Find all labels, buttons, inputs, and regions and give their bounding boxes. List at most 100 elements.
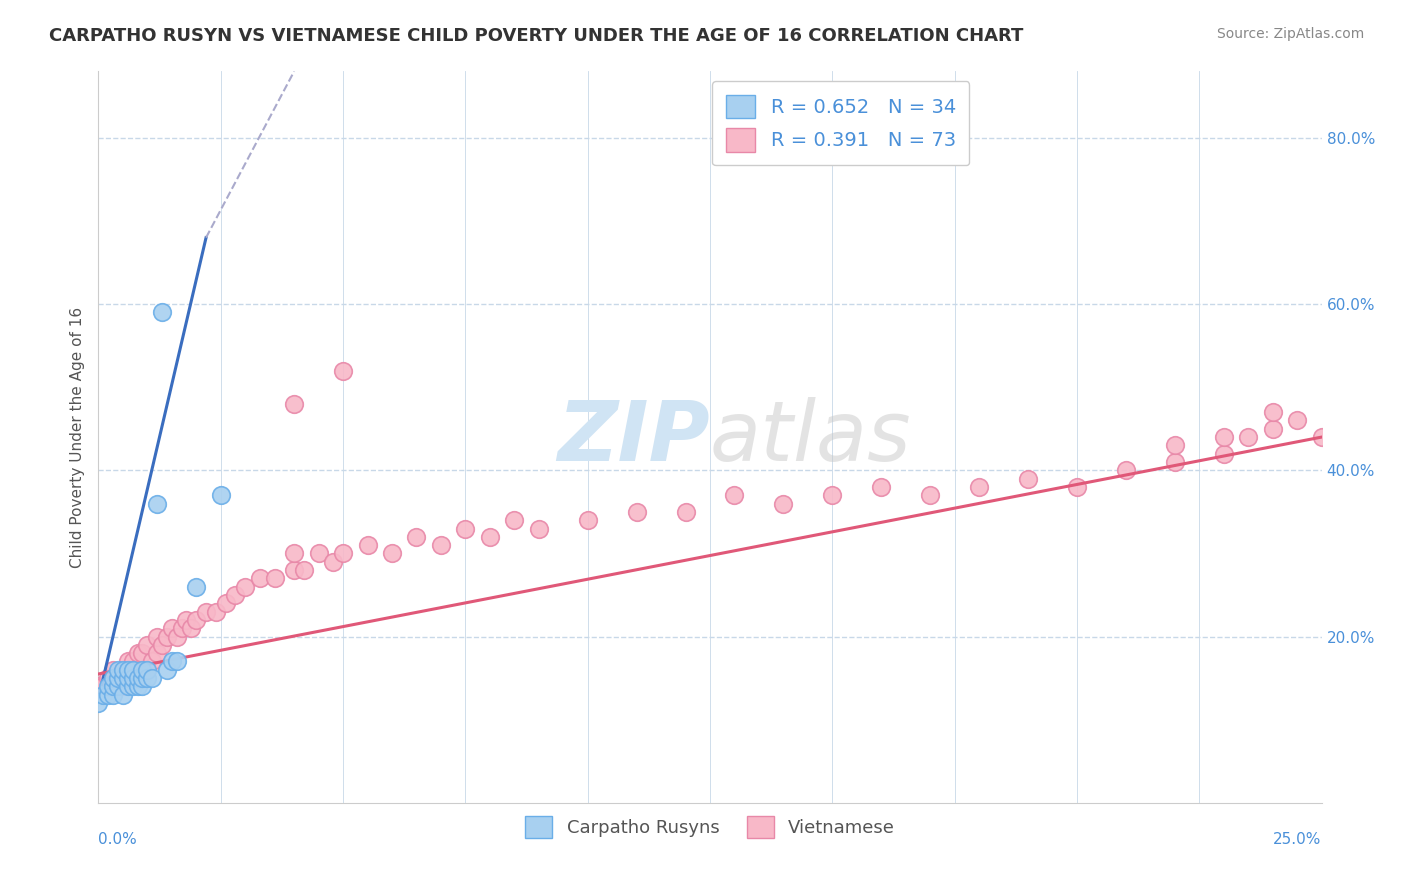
Point: [186, 580, 208, 594]
Point: [127, 671, 149, 685]
Point: [127, 646, 149, 660]
Point: [967, 480, 990, 494]
Point: [224, 588, 246, 602]
Point: [131, 680, 153, 694]
Point: [101, 680, 124, 694]
Point: [121, 680, 143, 694]
Point: [127, 680, 149, 694]
Point: [166, 655, 188, 669]
Point: [101, 671, 124, 685]
Point: [121, 671, 143, 685]
Point: [107, 663, 129, 677]
Point: [1212, 447, 1234, 461]
Point: [156, 630, 179, 644]
Point: [920, 488, 942, 502]
Point: [107, 680, 129, 694]
Point: [576, 513, 599, 527]
Point: [1286, 413, 1309, 427]
Point: [503, 513, 526, 527]
Point: [626, 505, 648, 519]
Point: [131, 663, 153, 677]
Point: [821, 488, 844, 502]
Point: [527, 521, 550, 535]
Point: [107, 671, 129, 685]
Point: [1017, 472, 1039, 486]
Point: [292, 563, 315, 577]
Point: [249, 571, 271, 585]
Text: ZIP: ZIP: [557, 397, 710, 477]
Point: [195, 605, 218, 619]
Text: CARPATHO RUSYN VS VIETNAMESE CHILD POVERTY UNDER THE AGE OF 16 CORRELATION CHART: CARPATHO RUSYN VS VIETNAMESE CHILD POVER…: [49, 27, 1024, 45]
Point: [121, 671, 143, 685]
Point: [121, 663, 143, 677]
Point: [146, 646, 169, 660]
Point: [176, 613, 198, 627]
Point: [91, 680, 114, 694]
Point: [1164, 455, 1187, 469]
Point: [127, 671, 149, 685]
Point: [111, 663, 134, 677]
Point: [454, 521, 477, 535]
Point: [1261, 422, 1284, 436]
Y-axis label: Child Poverty Under the Age of 16: Child Poverty Under the Age of 16: [69, 307, 84, 567]
Point: [101, 663, 124, 677]
Point: [131, 671, 153, 685]
Point: [283, 397, 305, 411]
Point: [233, 580, 256, 594]
Point: [430, 538, 453, 552]
Point: [214, 596, 236, 610]
Point: [322, 555, 344, 569]
Point: [150, 638, 173, 652]
Point: [405, 530, 427, 544]
Point: [111, 688, 134, 702]
Point: [136, 663, 159, 677]
Point: [332, 363, 354, 377]
Point: [1237, 430, 1260, 444]
Point: [101, 680, 124, 694]
Point: [146, 630, 169, 644]
Point: [160, 655, 183, 669]
Point: [356, 538, 378, 552]
Point: [117, 663, 139, 677]
Point: [308, 546, 330, 560]
Point: [1115, 463, 1137, 477]
Point: [136, 663, 159, 677]
Point: [263, 571, 285, 585]
Point: [205, 605, 228, 619]
Point: [772, 497, 794, 511]
Point: [136, 638, 159, 652]
Point: [186, 613, 208, 627]
Point: [97, 688, 120, 702]
Text: Source: ZipAtlas.com: Source: ZipAtlas.com: [1216, 27, 1364, 41]
Point: [141, 655, 163, 669]
Point: [131, 663, 153, 677]
Point: [131, 646, 153, 660]
Point: [136, 671, 159, 685]
Point: [111, 671, 134, 685]
Point: [111, 663, 134, 677]
Point: [180, 621, 202, 635]
Point: [1212, 430, 1234, 444]
Point: [146, 497, 169, 511]
Point: [1310, 430, 1333, 444]
Point: [1066, 480, 1088, 494]
Point: [156, 663, 179, 677]
Point: [1164, 438, 1187, 452]
Point: [166, 630, 188, 644]
Point: [209, 488, 232, 502]
Point: [117, 680, 139, 694]
Point: [97, 671, 120, 685]
Point: [1261, 405, 1284, 419]
Point: [117, 671, 139, 685]
Point: [381, 546, 404, 560]
Point: [107, 671, 129, 685]
Point: [170, 621, 193, 635]
Point: [478, 530, 501, 544]
Point: [91, 688, 114, 702]
Legend: Carpatho Rusyns, Vietnamese: Carpatho Rusyns, Vietnamese: [517, 808, 903, 845]
Point: [101, 688, 124, 702]
Point: [283, 546, 305, 560]
Point: [121, 655, 143, 669]
Point: [117, 671, 139, 685]
Point: [117, 655, 139, 669]
